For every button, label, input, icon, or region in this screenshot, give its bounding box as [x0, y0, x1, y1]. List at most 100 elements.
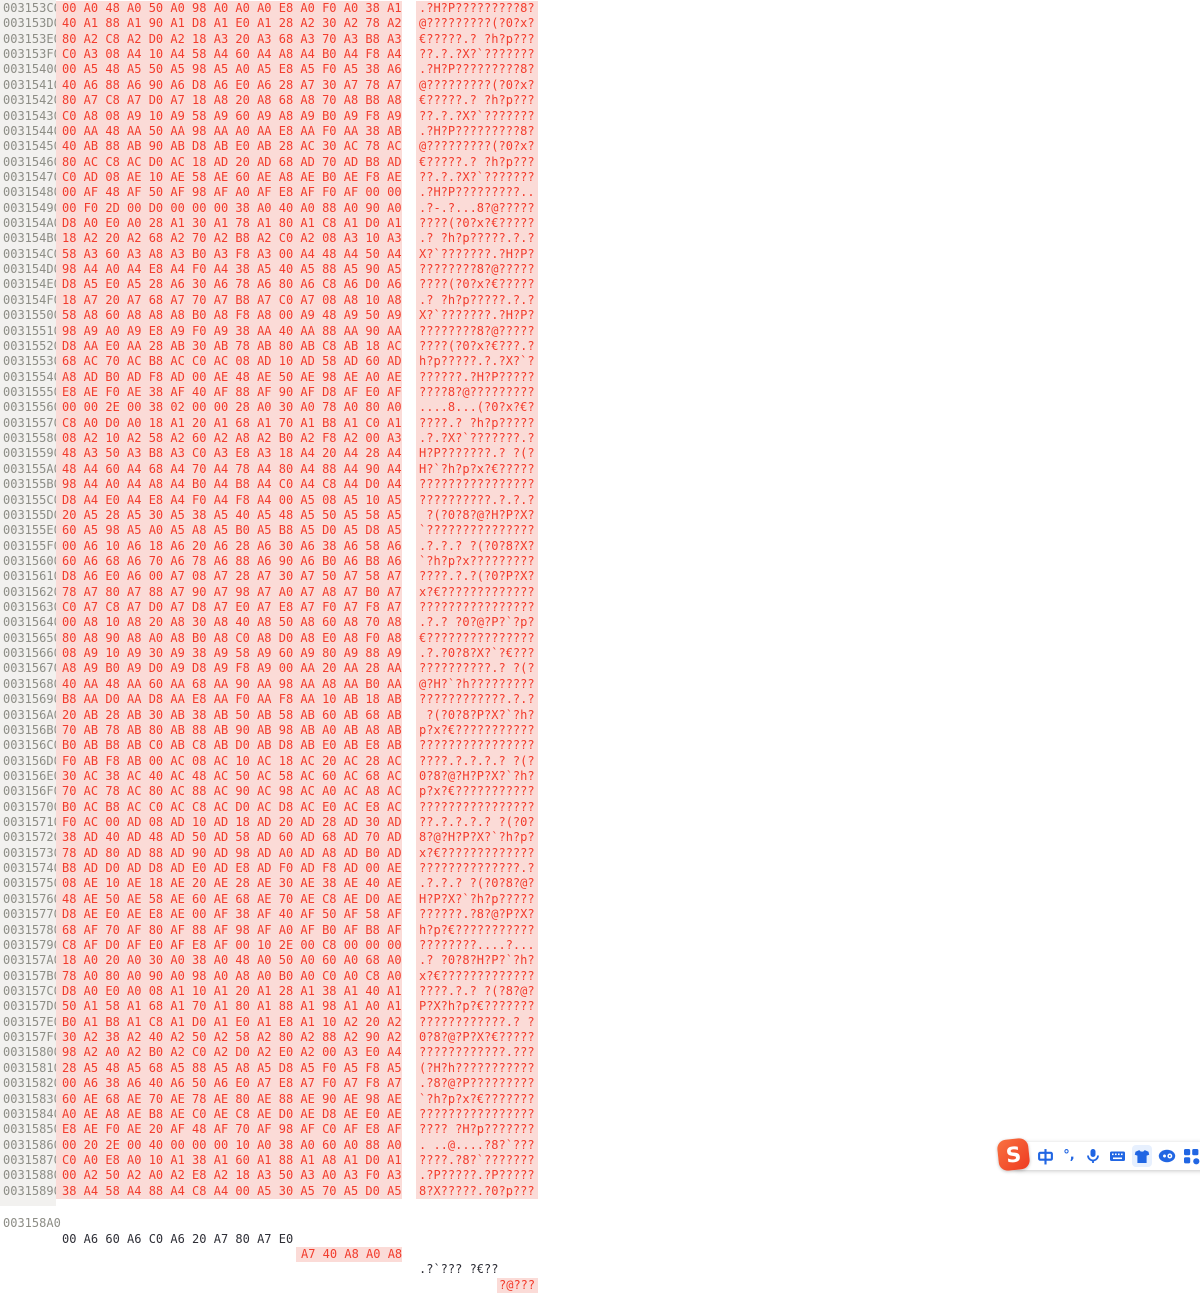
row-hex-bytes[interactable]: 08 A2 10 A2 58 A2 60 A2 A8 A2 B0 A2 F8 A…	[56, 431, 402, 447]
row-hex-bytes[interactable]: 30 A2 38 A2 40 A2 50 A2 58 A2 80 A2 88 A…	[56, 1030, 402, 1046]
row-hex-bytes[interactable]: A8 A9 B0 A9 D0 A9 D8 A9 F8 A9 00 AA 20 A…	[56, 661, 402, 677]
row-ascii[interactable]: @?????????(?0?x?	[416, 139, 538, 155]
emoji-input-icon[interactable]	[1158, 1147, 1176, 1165]
row-hex-bytes[interactable]: B0 AB B8 AB C0 AB C8 AB D0 AB D8 AB E0 A…	[56, 738, 402, 754]
row-hex-bytes[interactable]: 68 AF 70 AF 80 AF 88 AF 98 AF A0 AF B0 A…	[56, 922, 402, 938]
row-ascii[interactable]: €?????.? ?h?p???	[416, 31, 538, 48]
row-hex-bytes[interactable]: 00 A6 38 A6 40 A6 50 A6 E0 A7 E8 A7 F0 A…	[56, 1076, 402, 1092]
row-ascii[interactable]: ????????????????	[416, 600, 538, 616]
row-ascii[interactable]: .?H?P?????????..	[416, 185, 538, 201]
row-ascii[interactable]: ??????????.? ?(?	[416, 661, 538, 677]
row-hex-bytes[interactable]: 70 AC 78 AC 80 AC 88 AC 90 AC 98 AC A0 A…	[56, 784, 402, 800]
row-hex-bytes[interactable]: 60 A6 68 A6 70 A6 78 A6 88 A6 90 A6 B0 A…	[56, 553, 402, 570]
row-hex-bytes[interactable]: C8 A0 D0 A0 18 A1 20 A1 68 A1 70 A1 B8 A…	[56, 415, 402, 432]
punctuation-mode-icon[interactable]: °,	[1063, 1148, 1075, 1163]
row-hex-bytes-modified[interactable]: A7 40 A8 A0 A8	[296, 1247, 402, 1263]
row-ascii[interactable]: x?€?????????????	[416, 584, 538, 601]
row-ascii[interactable]: ????????????????	[416, 799, 538, 816]
row-ascii[interactable]: ??????????????.?	[416, 861, 538, 877]
row-hex-bytes[interactable]: C0 AD 08 AE 10 AE 58 AE 60 AE A8 AE B0 A…	[56, 169, 402, 186]
row-hex-bytes[interactable]: C0 A3 08 A4 10 A4 58 A4 60 A4 A8 A4 B0 A…	[56, 47, 402, 63]
row-ascii[interactable]: ???? ?H?p???????	[416, 1122, 538, 1138]
row-hex-bytes[interactable]: 00 00 2E 00 38 02 00 00 28 A0 30 A0 78 A…	[56, 400, 402, 416]
row-ascii[interactable]: P?X?h?p?€???????	[416, 999, 538, 1015]
row-ascii[interactable]: . ..@....?8?`???	[416, 1137, 538, 1153]
row-ascii[interactable]: ????(?0?x?€???.?	[416, 338, 538, 355]
row-ascii[interactable]: (?H?h???????????	[416, 1060, 538, 1077]
row-ascii[interactable]: @?H?`?h?????????	[416, 676, 538, 693]
row-ascii[interactable]: h?p?€???????????	[416, 922, 538, 938]
row-ascii[interactable]: X?`???????.?H?P?	[416, 308, 538, 324]
row-hex-bytes[interactable]: 58 A8 60 A8 A8 A8 B0 A8 F8 A8 00 A9 48 A…	[56, 308, 402, 324]
row-hex-bytes[interactable]: 20 A5 28 A5 30 A5 38 A5 40 A5 48 A5 50 A…	[56, 507, 402, 524]
row-hex-bytes[interactable]: 00 20 2E 00 40 00 00 00 10 A0 38 A0 60 A…	[56, 1137, 402, 1153]
row-hex-bytes[interactable]: 98 A4 A0 A4 E8 A4 F0 A4 38 A5 40 A5 88 A…	[56, 262, 402, 278]
row-ascii[interactable]: ????????????.?.?	[416, 692, 538, 708]
row-hex-bytes[interactable]: 48 A3 50 A3 B8 A3 C0 A3 E8 A3 18 A4 20 A…	[56, 446, 402, 462]
row-hex-bytes[interactable]: D8 A0 E0 A0 28 A1 30 A1 78 A1 80 A1 C8 A…	[56, 216, 402, 232]
row-hex-bytes[interactable]: 08 AE 10 AE 18 AE 20 AE 28 AE 30 AE 38 A…	[56, 876, 402, 892]
row-hex-bytes[interactable]: F0 AC 00 AD 08 AD 10 AD 18 AD 20 AD 28 A…	[56, 815, 402, 831]
row-hex-bytes[interactable]: C0 A8 08 A9 10 A9 58 A9 60 A9 A8 A9 B0 A…	[56, 108, 402, 124]
row-ascii[interactable]: .? ?h?p?????.?.?	[416, 292, 538, 309]
row-hex-bytes[interactable]: 98 A2 A0 A2 B0 A2 C0 A2 D0 A2 E0 A2 00 A…	[56, 1045, 402, 1061]
row-ascii[interactable]: .?-.?...8?@?????	[416, 200, 538, 217]
row-ascii[interactable]: .?8?@?P?????????	[416, 1076, 538, 1092]
row-hex-bytes[interactable]: A0 AE A8 AE B8 AE C0 AE C8 AE D0 AE D8 A…	[56, 1106, 402, 1123]
row-hex-bytes[interactable]: 40 A1 88 A1 90 A1 D8 A1 E0 A1 28 A2 30 A…	[56, 16, 402, 32]
row-hex-bytes[interactable]: B0 AC B8 AC C0 AC C8 AC D0 AC D8 AC E0 A…	[56, 799, 402, 816]
microphone-icon[interactable]	[1084, 1147, 1102, 1165]
row-ascii[interactable]: .? ?0?8?H?P?`?h?	[416, 953, 538, 969]
row-ascii[interactable]: x?€?????????????	[416, 845, 538, 862]
row-hex-bytes[interactable]: 70 AB 78 AB 80 AB 88 AB 90 AB 98 AB A0 A…	[56, 722, 402, 739]
row-ascii[interactable]: x?€?????????????	[416, 968, 538, 984]
row-ascii[interactable]: ??????.?H?P?????	[416, 369, 538, 385]
row-hex-bytes[interactable]: D8 A5 E0 A5 28 A6 30 A6 78 A6 80 A6 C8 A…	[56, 277, 402, 293]
row-hex-bytes[interactable]: 80 A7 C8 A7 D0 A7 18 A8 20 A8 68 A8 70 A…	[56, 93, 402, 109]
row-ascii[interactable]: `???????????????	[416, 523, 538, 539]
row-hex-bytes[interactable]: 48 AE 50 AE 58 AE 60 AE 68 AE 70 AE C8 A…	[56, 891, 402, 908]
row-hex-bytes[interactable]: 18 A7 20 A7 68 A7 70 A7 B8 A7 C0 A7 08 A…	[56, 292, 402, 309]
row-ascii-modified[interactable]: ?@???	[497, 1277, 538, 1293]
row-ascii[interactable]: ????????????????	[416, 738, 538, 754]
row-ascii[interactable]: 8?X?????.?0?p???	[416, 1183, 538, 1200]
row-ascii[interactable]: 0?8?@?H?P?X?`?h?	[416, 768, 538, 785]
row-ascii[interactable]: .?.? ?0?@?P?`?p?	[416, 615, 538, 631]
row-hex-bytes[interactable]: 78 A7 80 A7 88 A7 90 A7 98 A7 A0 A7 A8 A…	[56, 584, 402, 601]
row-hex-bytes[interactable]: 98 A9 A0 A9 E8 A9 F0 A9 38 AA 40 AA 88 A…	[56, 323, 402, 339]
row-ascii[interactable]: .?H?P?????????8?	[416, 1, 538, 17]
row-hex-bytes[interactable]: 80 A2 C8 A2 D0 A2 18 A3 20 A3 68 A3 70 A…	[56, 31, 402, 48]
row-hex-bytes[interactable]: C0 A7 C8 A7 D0 A7 D8 A7 E0 A7 E8 A7 F0 A…	[56, 600, 402, 616]
row-ascii[interactable]: .?.?.? ?(?0?8?@?	[416, 876, 538, 892]
row-hex-bytes[interactable]: 00 A5 48 A5 50 A5 98 A5 A0 A5 E8 A5 F0 A…	[56, 62, 402, 78]
row-hex-bytes[interactable]: 80 A8 90 A8 A0 A8 B0 A8 C0 A8 D0 A8 E0 A…	[56, 630, 402, 647]
row-ascii[interactable]: .?.?.? ?(?0?8?X?	[416, 538, 538, 554]
row-ascii[interactable]: p?x?€???????????	[416, 784, 538, 800]
row-hex-bytes[interactable]: 78 A0 80 A0 90 A0 98 A0 A8 A0 B0 A0 C0 A…	[56, 968, 402, 984]
row-hex-bytes[interactable]: 08 A9 10 A9 30 A9 38 A9 58 A9 60 A9 80 A…	[56, 646, 402, 662]
row-hex-bytes[interactable]: 00 F0 2D 00 D0 00 00 00 38 A0 40 A0 88 A…	[56, 200, 402, 217]
row-hex-bytes[interactable]: D8 A6 E0 A6 00 A7 08 A7 28 A7 30 A7 50 A…	[56, 569, 402, 585]
row-ascii[interactable]: ????.? ?h?p?????	[416, 415, 538, 432]
row-hex-bytes[interactable]: B0 A1 B8 A1 C8 A1 D0 A1 E0 A1 E8 A1 10 A…	[56, 1014, 402, 1031]
row-hex-bytes[interactable]: B8 AD D0 AD D8 AD E0 AD E8 AD F0 AD F8 A…	[56, 861, 402, 877]
row-hex-bytes[interactable]: 40 A6 88 A6 90 A6 D8 A6 E0 A6 28 A7 30 A…	[56, 77, 402, 94]
row-hex-bytes[interactable]: 38 AD 40 AD 48 AD 50 AD 58 AD 60 AD 68 A…	[56, 830, 402, 846]
row-ascii[interactable]: `?h?p?x?€???????	[416, 1091, 538, 1107]
row-ascii[interactable]: H?`?h?p?x?€?????	[416, 461, 538, 478]
row-hex-bytes[interactable]: 30 AC 38 AC 40 AC 48 AC 50 AC 58 AC 60 A…	[56, 768, 402, 785]
row-ascii[interactable]: @?????????(?0?x?	[416, 77, 538, 94]
row-hex-bytes[interactable]: D8 A4 E0 A4 E8 A4 F0 A4 F8 A4 00 A5 08 A…	[56, 492, 402, 508]
row-hex-bytes[interactable]: 68 AC 70 AC B8 AC C0 AC 08 AD 10 AD 58 A…	[56, 354, 402, 370]
row-ascii[interactable]: .?.?X?`???????.?	[416, 431, 538, 447]
row-ascii[interactable]: ?(?0?8?@?H?P?X?	[416, 507, 538, 524]
row-ascii[interactable]: ????8?@?????????	[416, 384, 538, 401]
row-ascii[interactable]: .?H?P?????????8?	[416, 123, 538, 140]
chinese-english-toggle-icon[interactable]	[1036, 1147, 1054, 1165]
row-ascii[interactable]: ????????????.? ?	[416, 1014, 538, 1031]
row-hex-bytes[interactable]: 00 A6 10 A6 18 A6 20 A6 28 A6 30 A6 38 A…	[56, 538, 402, 554]
row-hex-bytes-plain[interactable]: 00 A6 60 A6 C0 A6 20 A7 80 A7 E0	[62, 1231, 294, 1246]
row-ascii[interactable]: ??.?.?X?`???????	[416, 169, 538, 186]
row-ascii-plain[interactable]: .?`??? ?€??	[419, 1262, 499, 1277]
row-hex-bytes[interactable]: 00 A0 48 A0 50 A0 98 A0 A0 A0 E8 A0 F0 A…	[56, 1, 402, 17]
